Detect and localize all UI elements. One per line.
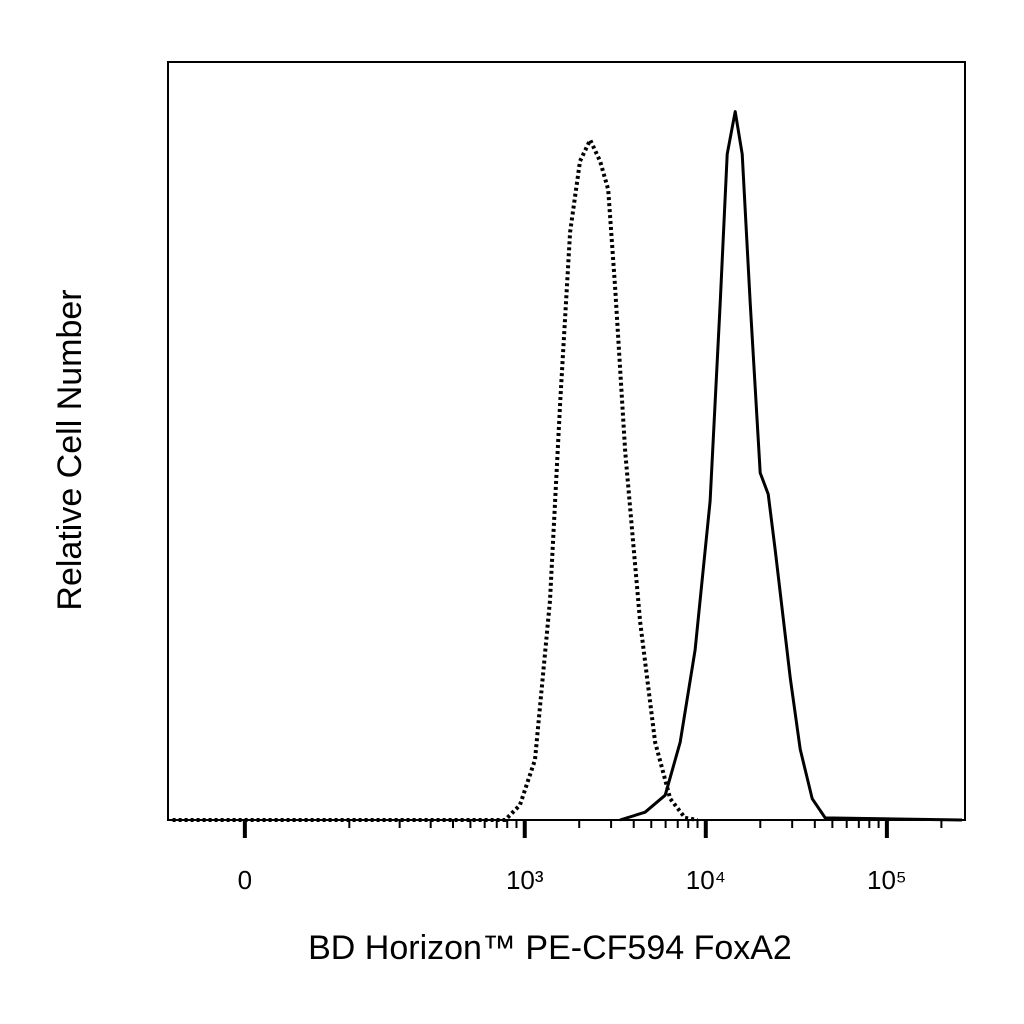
y-axis-label: Relative Cell Number bbox=[51, 289, 89, 610]
plot-frame bbox=[167, 61, 966, 821]
x-tick-label: 10⁵ bbox=[867, 865, 907, 895]
series-line bbox=[619, 110, 963, 822]
series-line bbox=[172, 137, 698, 822]
x-axis-label: BD Horizon™ PE-CF594 FoxA2 bbox=[308, 929, 792, 967]
x-tick-label: 10⁴ bbox=[686, 865, 726, 895]
x-tick-label: 10³ bbox=[506, 865, 544, 895]
x-tick-label: 0 bbox=[238, 865, 252, 895]
